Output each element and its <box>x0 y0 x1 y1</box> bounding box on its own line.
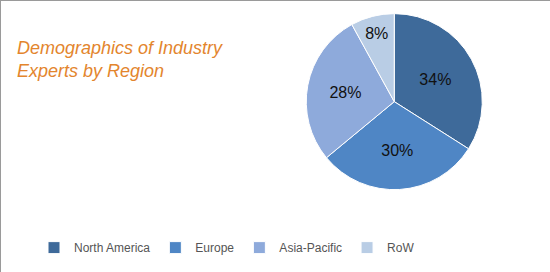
svg-text:34%: 34% <box>419 71 451 88</box>
svg-text:Asia-Pacific: Asia-Pacific <box>279 241 342 255</box>
svg-text:8%: 8% <box>365 25 388 42</box>
svg-text:Europe: Europe <box>195 241 234 255</box>
svg-text:30%: 30% <box>381 142 413 159</box>
svg-text:RoW: RoW <box>387 241 414 255</box>
svg-text:28%: 28% <box>329 84 361 101</box>
svg-text:North America: North America <box>74 241 150 255</box>
svg-text:Demographics of IndustryExpert: Demographics of IndustryExperts by Regio… <box>17 38 223 81</box>
